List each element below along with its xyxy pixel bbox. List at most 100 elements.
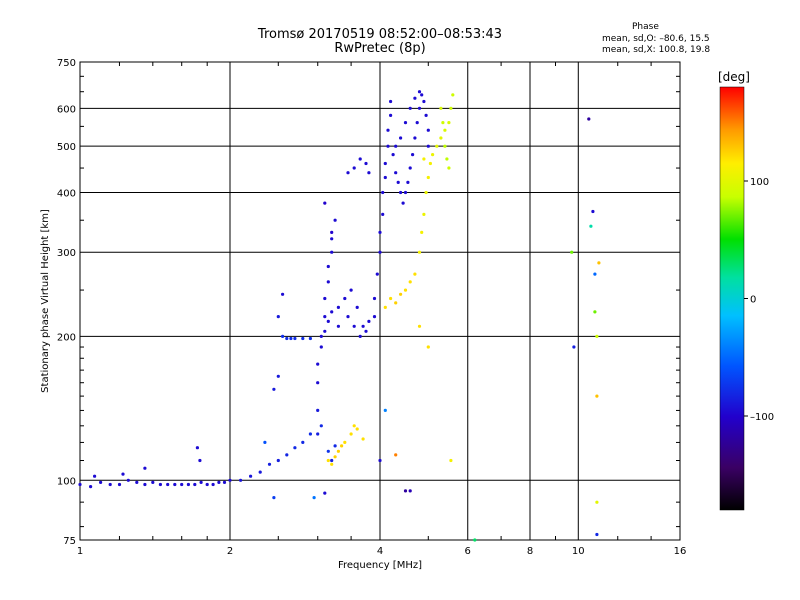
data-point	[383, 175, 387, 180]
data-point	[301, 440, 305, 444]
data-point	[89, 485, 93, 489]
data-point	[340, 444, 344, 448]
data-point	[408, 106, 412, 110]
data-point	[330, 458, 334, 463]
data-point	[319, 334, 323, 338]
data-point	[449, 106, 453, 110]
data-point	[473, 538, 477, 542]
colorbar-tick-label: 0	[750, 295, 756, 306]
data-point	[272, 387, 276, 391]
data-point	[597, 261, 601, 265]
data-point	[349, 288, 353, 292]
data-point	[121, 472, 125, 476]
data-point	[394, 171, 398, 175]
data-point	[93, 474, 97, 478]
data-point	[426, 345, 430, 349]
data-point	[408, 166, 412, 170]
data-point	[346, 315, 350, 319]
data-point	[293, 446, 297, 450]
data-point	[135, 480, 139, 484]
data-point	[413, 272, 417, 276]
data-point	[595, 532, 599, 537]
data-point	[422, 157, 426, 161]
data-point	[591, 209, 595, 214]
data-point	[399, 190, 403, 195]
colorbar	[719, 86, 745, 511]
data-point	[263, 440, 267, 444]
data-point	[228, 478, 232, 482]
data-point	[330, 237, 334, 241]
data-point	[451, 93, 455, 97]
data-point	[378, 458, 382, 463]
data-point	[330, 230, 334, 234]
data-point	[413, 96, 417, 100]
data-points	[78, 90, 601, 542]
data-point	[323, 329, 327, 333]
x-tick-label: 6	[465, 546, 471, 557]
data-point	[422, 99, 426, 104]
data-point	[595, 500, 599, 504]
data-point	[441, 121, 445, 125]
data-point	[195, 446, 199, 450]
data-point	[343, 440, 347, 444]
y-tick-label: 300	[57, 248, 76, 259]
data-point	[394, 301, 398, 305]
data-point	[431, 153, 435, 157]
data-point	[589, 224, 593, 228]
data-point	[424, 113, 428, 117]
colorbar-label: [deg]	[718, 70, 750, 84]
data-point	[386, 144, 390, 148]
data-point	[281, 292, 285, 296]
data-point	[378, 250, 382, 254]
data-point	[316, 432, 320, 436]
data-point	[375, 272, 379, 276]
data-point	[326, 449, 330, 453]
data-point	[593, 272, 597, 276]
data-point	[587, 117, 591, 121]
data-point	[352, 424, 356, 428]
data-point	[249, 474, 253, 478]
data-point	[424, 190, 428, 195]
data-point	[333, 218, 337, 222]
data-point	[426, 175, 430, 180]
plot-frame	[79, 61, 681, 541]
data-point	[403, 190, 408, 195]
data-point	[595, 334, 599, 338]
data-point	[394, 144, 398, 148]
data-point	[78, 482, 82, 487]
colorbar-tick-label: –100	[750, 412, 774, 423]
data-point	[333, 455, 337, 459]
chart-title: Tromsø 20170519 08:52:00–08:53:43	[257, 27, 503, 42]
data-point	[323, 315, 327, 319]
data-point	[439, 106, 443, 110]
data-point	[293, 336, 297, 341]
data-point	[401, 201, 405, 205]
x-tick-label: 1	[77, 546, 83, 557]
data-point	[323, 296, 327, 301]
chart-subtitle: RwPretec (8p)	[334, 41, 426, 56]
y-tick-label: 75	[63, 536, 76, 547]
data-point	[323, 201, 327, 205]
data-point	[323, 491, 327, 495]
data-point	[316, 381, 320, 385]
data-point	[593, 310, 597, 314]
data-point	[276, 315, 280, 319]
data-point	[326, 280, 330, 284]
data-point	[408, 280, 412, 284]
data-point	[367, 171, 371, 175]
data-point	[417, 106, 422, 110]
data-point	[378, 230, 382, 234]
data-point	[205, 482, 209, 487]
data-point	[352, 324, 356, 328]
data-point	[349, 432, 353, 436]
data-point	[346, 171, 350, 175]
y-tick-label: 750	[57, 58, 76, 69]
data-point	[108, 482, 112, 487]
data-point	[316, 362, 320, 366]
data-point	[381, 190, 385, 195]
x-tick-labels: 1 2 4 6 8 10 16	[77, 546, 687, 557]
data-point	[383, 161, 387, 166]
data-point	[417, 250, 422, 254]
data-point	[308, 336, 312, 341]
